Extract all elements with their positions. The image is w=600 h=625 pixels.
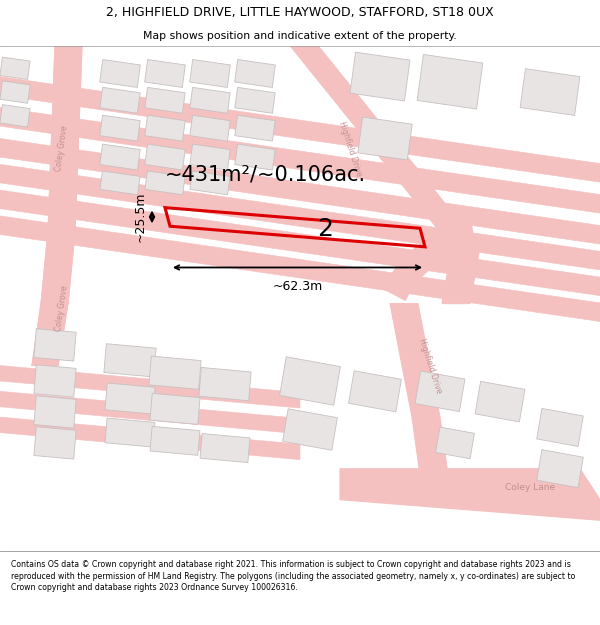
- Polygon shape: [190, 115, 230, 141]
- Polygon shape: [32, 304, 68, 366]
- Polygon shape: [34, 427, 76, 459]
- Polygon shape: [190, 59, 230, 88]
- Polygon shape: [48, 46, 82, 231]
- Polygon shape: [235, 88, 275, 113]
- Text: Coley Grove: Coley Grove: [55, 125, 70, 172]
- Polygon shape: [340, 469, 600, 520]
- Polygon shape: [105, 383, 155, 414]
- Polygon shape: [0, 164, 600, 270]
- Polygon shape: [436, 427, 475, 459]
- Text: 2: 2: [317, 217, 333, 241]
- Polygon shape: [442, 247, 480, 304]
- Polygon shape: [100, 144, 140, 170]
- Polygon shape: [0, 57, 30, 79]
- Polygon shape: [520, 69, 580, 116]
- Polygon shape: [0, 391, 300, 434]
- Polygon shape: [350, 52, 410, 101]
- Polygon shape: [0, 190, 600, 296]
- Polygon shape: [199, 368, 251, 401]
- Polygon shape: [145, 171, 185, 195]
- Polygon shape: [145, 115, 185, 141]
- Polygon shape: [0, 81, 30, 103]
- Polygon shape: [235, 144, 275, 170]
- Text: ~62.3m: ~62.3m: [272, 280, 323, 293]
- Polygon shape: [235, 115, 275, 141]
- Polygon shape: [100, 59, 140, 88]
- Polygon shape: [415, 371, 465, 412]
- Text: Map shows position and indicative extent of the property.: Map shows position and indicative extent…: [143, 31, 457, 41]
- Polygon shape: [537, 408, 583, 446]
- Text: Contains OS data © Crown copyright and database right 2021. This information is : Contains OS data © Crown copyright and d…: [11, 560, 575, 592]
- Polygon shape: [149, 356, 201, 389]
- Polygon shape: [0, 366, 300, 408]
- Polygon shape: [0, 107, 600, 213]
- Polygon shape: [100, 115, 140, 141]
- Polygon shape: [412, 417, 450, 489]
- Polygon shape: [475, 381, 525, 422]
- Polygon shape: [100, 171, 140, 195]
- Polygon shape: [280, 357, 340, 405]
- Polygon shape: [190, 171, 230, 195]
- Polygon shape: [390, 304, 440, 417]
- Polygon shape: [0, 216, 600, 321]
- Text: Highfield Drive: Highfield Drive: [417, 337, 443, 394]
- Polygon shape: [358, 117, 412, 160]
- Polygon shape: [104, 344, 156, 377]
- Text: ~431m²/~0.106ac.: ~431m²/~0.106ac.: [164, 164, 365, 184]
- Polygon shape: [283, 409, 337, 450]
- Text: Highfield Drive: Highfield Drive: [337, 120, 363, 177]
- Polygon shape: [0, 104, 30, 127]
- Polygon shape: [34, 329, 76, 361]
- Polygon shape: [34, 365, 76, 397]
- Polygon shape: [145, 59, 185, 88]
- Polygon shape: [190, 144, 230, 170]
- Polygon shape: [41, 231, 75, 304]
- Polygon shape: [190, 88, 230, 113]
- Text: Coley Lane: Coley Lane: [505, 482, 555, 492]
- Polygon shape: [290, 46, 480, 247]
- Polygon shape: [34, 396, 76, 428]
- Polygon shape: [537, 450, 583, 488]
- Polygon shape: [349, 371, 401, 412]
- Polygon shape: [0, 417, 300, 459]
- Text: 2, HIGHFIELD DRIVE, LITTLE HAYWOOD, STAFFORD, ST18 0UX: 2, HIGHFIELD DRIVE, LITTLE HAYWOOD, STAF…: [106, 6, 494, 19]
- Polygon shape: [0, 77, 600, 182]
- Polygon shape: [150, 393, 200, 424]
- Polygon shape: [100, 88, 140, 113]
- Polygon shape: [145, 144, 185, 170]
- Polygon shape: [383, 222, 475, 301]
- Text: Coley Grove: Coley Grove: [55, 285, 70, 332]
- Polygon shape: [145, 88, 185, 113]
- Text: ~25.5m: ~25.5m: [134, 192, 147, 242]
- Polygon shape: [235, 59, 275, 88]
- Polygon shape: [105, 418, 155, 447]
- Polygon shape: [417, 54, 483, 109]
- Polygon shape: [150, 426, 200, 456]
- Polygon shape: [0, 139, 600, 244]
- Polygon shape: [200, 434, 250, 462]
